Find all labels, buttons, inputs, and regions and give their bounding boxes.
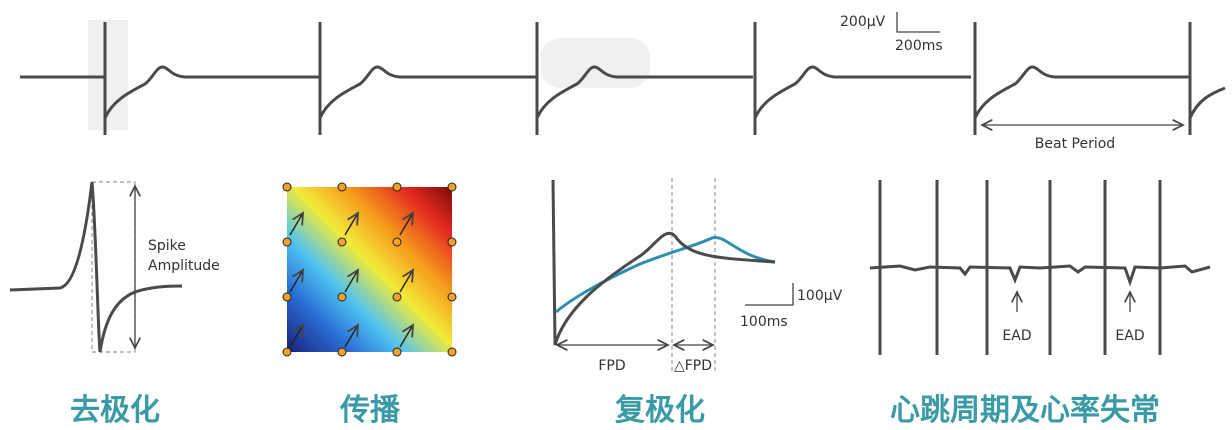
caption: 传播 [339,393,401,428]
ead-label: EAD [1115,328,1144,344]
scale-voltage: 100μV [797,288,843,304]
caption: 心跳周期及心率失常 [890,393,1160,428]
repolarization-panel: 100μV 100ms FPD △FPD [551,178,843,374]
propagation-panel [282,182,457,357]
scale-time: 100ms [740,314,788,330]
top-trace [20,20,1226,137]
fpd-label: FPD [598,358,625,374]
amplitude-label: Amplitude [148,258,220,274]
ead-label: EAD [1002,328,1031,344]
arrhythmia-panel: EAD EAD [869,180,1211,355]
scale-time: 200ms [895,38,943,54]
shade [540,38,650,88]
spike-label: Spike [148,238,186,254]
scale-voltage: 200μV [840,14,886,30]
delta-fpd-label: △FPD [674,358,712,374]
caption: 复极化 [615,393,705,428]
top-scale-bar: 200μV 200ms [840,12,943,54]
beat-period-label: Beat Period [1035,136,1115,152]
depolarization-panel: Spike Amplitude [9,181,220,353]
caption: 去极化 [70,393,160,428]
